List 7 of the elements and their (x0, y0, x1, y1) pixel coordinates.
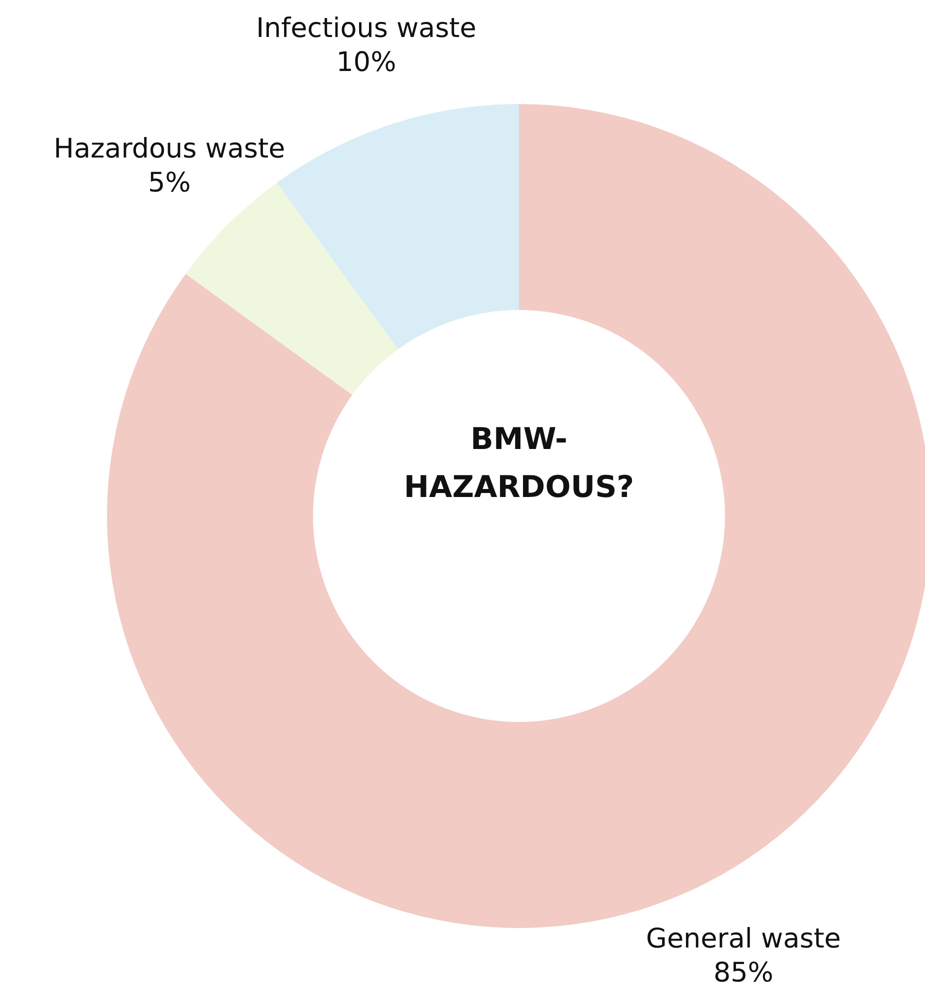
slice-label: Hazardous waste (54, 133, 286, 164)
data-label: 10% (336, 46, 396, 78)
slice-label: Infectious waste (256, 12, 476, 44)
slice-label: General waste (646, 924, 841, 955)
text: BMW-HAZARDOUS? (402, 421, 636, 507)
data-label: 5% (148, 167, 191, 198)
data-label: 85% (713, 958, 774, 989)
